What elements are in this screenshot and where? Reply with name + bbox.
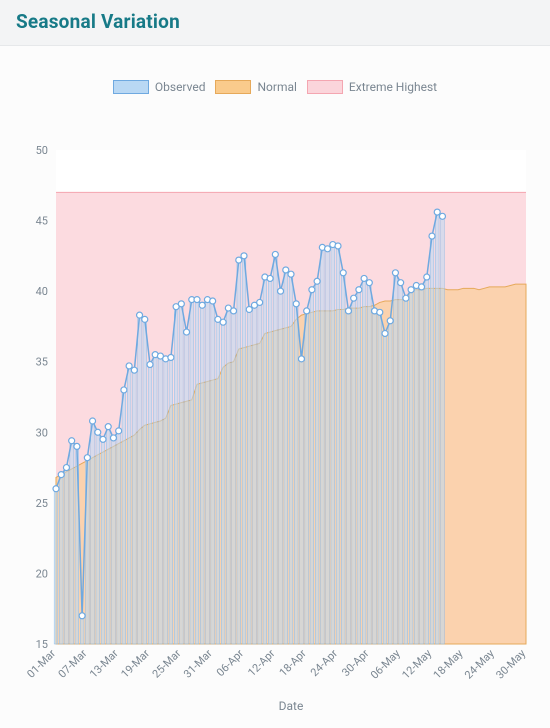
svg-text:18-Apr: 18-Apr: [277, 647, 309, 679]
seasonal-variation-chart: 152025303540455001-Mar07-Mar13-Mar19-Mar…: [12, 102, 538, 718]
legend-swatch: [113, 80, 149, 94]
svg-text:18-May: 18-May: [431, 646, 466, 681]
legend-swatch: [215, 80, 251, 94]
svg-text:40: 40: [36, 285, 48, 298]
svg-text:30: 30: [36, 426, 48, 439]
svg-text:24-Apr: 24-Apr: [308, 647, 340, 679]
legend-item: Normal: [215, 80, 296, 94]
svg-text:35: 35: [36, 356, 48, 369]
legend: Observed Normal Extreme Highest: [12, 80, 538, 94]
svg-text:06-May: 06-May: [368, 646, 403, 681]
svg-text:01-Mar: 01-Mar: [24, 647, 58, 681]
legend-swatch: [307, 80, 343, 94]
svg-text:50: 50: [36, 144, 48, 157]
svg-text:19-Mar: 19-Mar: [118, 647, 152, 681]
seasonal-variation-card: Seasonal Variation Observed Normal Extreme…: [0, 0, 550, 710]
svg-text:07-Mar: 07-Mar: [56, 647, 90, 681]
svg-text:13-Mar: 13-Mar: [87, 647, 121, 681]
svg-text:06-Apr: 06-Apr: [214, 647, 246, 679]
svg-text:Date: Date: [279, 699, 304, 713]
svg-text:45: 45: [36, 215, 48, 228]
svg-text:20: 20: [36, 567, 48, 580]
chart-container: ObservedNormalExtreme Highest 1520253035…: [0, 46, 550, 728]
svg-text:24-May: 24-May: [462, 646, 497, 681]
legend-label: Normal: [257, 80, 296, 94]
legend-item: Extreme Highest: [307, 80, 437, 94]
legend-label: Observed: [155, 80, 206, 94]
svg-text:25: 25: [36, 497, 48, 510]
legend-label: Extreme Highest: [349, 80, 437, 94]
svg-text:31-Mar: 31-Mar: [181, 647, 215, 681]
card-header: Seasonal Variation: [0, 0, 550, 46]
svg-text:12-Apr: 12-Apr: [245, 647, 277, 679]
card-title: Seasonal Variation: [16, 10, 534, 33]
svg-text:30-May: 30-May: [493, 646, 528, 681]
svg-text:30-Apr: 30-Apr: [339, 647, 371, 679]
svg-text:25-Mar: 25-Mar: [150, 647, 184, 681]
legend-item: Observed: [113, 80, 206, 94]
svg-text:12-May: 12-May: [399, 646, 434, 681]
